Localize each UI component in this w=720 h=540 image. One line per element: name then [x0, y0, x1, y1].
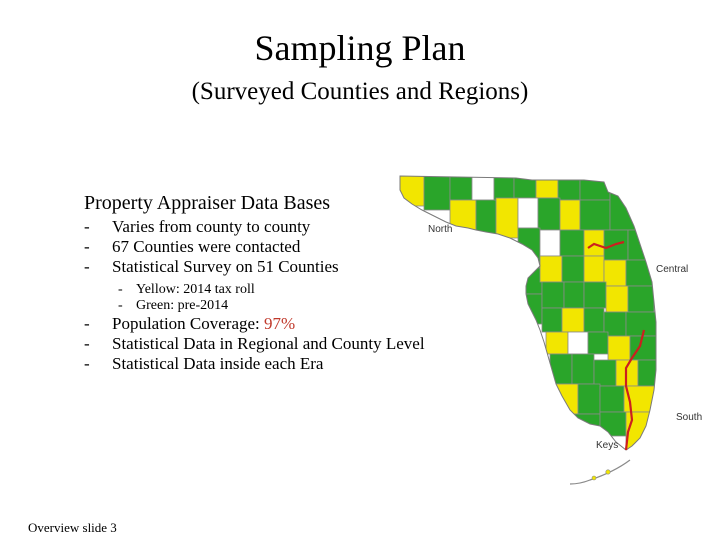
sub-bullet-green: Green: pre-2014 — [118, 298, 255, 314]
county — [553, 383, 579, 415]
county — [523, 267, 543, 295]
county — [539, 229, 561, 257]
county — [517, 197, 539, 229]
county — [561, 307, 585, 333]
county — [541, 307, 563, 333]
county — [599, 385, 625, 413]
county — [627, 285, 655, 313]
section-heading: Property Appraiser Data Bases — [84, 192, 331, 214]
county — [539, 255, 563, 283]
region-boundary-central-south — [624, 329, 646, 451]
coverage-value: 97% — [264, 314, 296, 333]
county — [567, 331, 589, 355]
county — [541, 281, 565, 309]
florida-map-svg: North Central South Keys — [399, 175, 702, 485]
bullet-item: 67 Counties were contacted — [84, 237, 339, 257]
slide-title: Sampling Plan — [254, 28, 466, 68]
county — [559, 229, 585, 257]
county — [495, 197, 519, 239]
county — [493, 176, 515, 201]
bullet-item: Statistical Data in Regional and County … — [84, 334, 425, 354]
region-boundary-north-central — [587, 240, 625, 250]
florida-county-map: North Central South Keys — [394, 170, 714, 490]
slide-subtitle: (Surveyed Counties and Regions) — [191, 78, 529, 105]
county — [625, 311, 656, 337]
keys-island — [605, 469, 611, 475]
county — [513, 176, 537, 199]
county — [471, 176, 495, 201]
bullet-item: Statistical Data inside each Era — [84, 354, 425, 374]
county — [583, 255, 605, 283]
county-tiles — [400, 176, 656, 450]
county — [577, 383, 601, 415]
county — [593, 359, 617, 387]
florida-outline — [399, 175, 657, 451]
region-label-keys: Keys — [596, 440, 618, 451]
county — [605, 285, 629, 313]
county — [627, 229, 655, 261]
county — [563, 281, 585, 309]
county — [423, 176, 451, 211]
sub-bullet-list: Yellow: 2014 tax roll Green: pre-2014 — [118, 282, 255, 314]
county — [587, 331, 609, 355]
county — [625, 411, 656, 450]
bullet-item: Statistical Survey on 51 Counties — [84, 257, 339, 277]
county — [559, 199, 581, 231]
county — [400, 176, 425, 207]
county — [449, 176, 473, 201]
county — [579, 199, 611, 231]
bullet-item: Varies from county to county — [84, 217, 339, 237]
county — [571, 353, 595, 385]
county — [599, 411, 627, 437]
county — [549, 353, 573, 385]
county — [583, 307, 605, 333]
keys-chain — [569, 459, 631, 485]
county — [569, 413, 601, 435]
region-label-central: Central — [656, 264, 688, 275]
bullet-list-bottom: Population Coverage: 97% Statistical Dat… — [84, 314, 425, 374]
county — [583, 281, 607, 309]
county — [607, 335, 631, 361]
sub-bullet-yellow: Yellow: 2014 tax roll — [118, 282, 255, 298]
county — [557, 176, 581, 201]
county — [609, 189, 641, 231]
county — [561, 255, 585, 283]
bullet-list-top: Varies from county to county 67 Counties… — [84, 217, 339, 277]
footer-caption: Overview slide 3 — [28, 520, 117, 535]
county — [535, 176, 559, 199]
region-label-south: South — [676, 412, 702, 423]
county — [603, 259, 627, 287]
county — [545, 331, 569, 355]
region-label-north: North — [428, 224, 452, 235]
coverage-label: Population Coverage: — [112, 314, 265, 333]
bullet-item-coverage: Population Coverage: 97% — [84, 314, 425, 334]
county — [537, 197, 561, 231]
county — [475, 199, 497, 235]
keys-island — [591, 475, 597, 481]
